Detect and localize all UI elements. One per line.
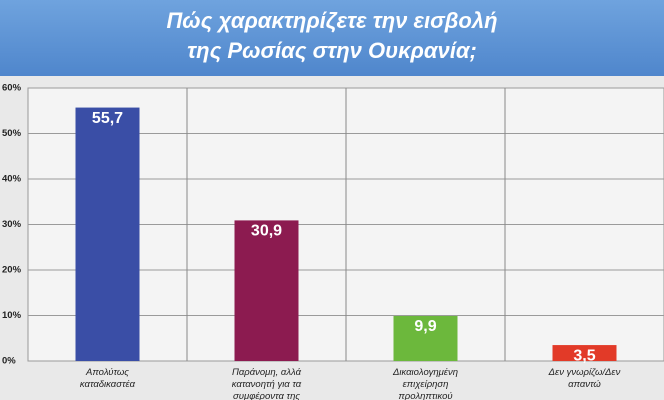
bar <box>552 345 617 361</box>
header-band <box>0 0 664 76</box>
y-tick-label: 50% <box>2 128 22 139</box>
y-tick-label: 60% <box>2 83 22 94</box>
value-label: 55,7 <box>92 110 123 127</box>
x-tick-label: Δεν γνωρίζω/Δεν απαντώ <box>548 367 621 390</box>
y-tick-label: 40% <box>2 174 22 185</box>
chart-title: της Ρωσίας στην Ουκρανία; <box>187 38 477 63</box>
x-tick-label: Δικαιολογημένη επιχείρηση προληπτικού χα… <box>392 367 458 400</box>
y-tick-label: 30% <box>2 219 22 230</box>
chart-title: Πώς χαρακτηρίζετε την εισβολή <box>166 8 497 33</box>
bar <box>75 107 140 361</box>
x-tick-label: Απολύτως καταδικαστέα <box>79 367 136 390</box>
y-tick-label: 20% <box>2 265 22 276</box>
y-tick-label: 10% <box>2 310 22 321</box>
value-label: 9,9 <box>414 318 436 335</box>
y-tick-label: 0% <box>2 356 16 367</box>
bar <box>393 315 458 361</box>
x-tick-label: Παράνομη, αλλά κατανοητή για τα συμφέρον… <box>231 367 302 400</box>
value-label: 3,5 <box>573 347 595 364</box>
bar <box>234 220 299 361</box>
value-label: 30,9 <box>251 223 282 240</box>
